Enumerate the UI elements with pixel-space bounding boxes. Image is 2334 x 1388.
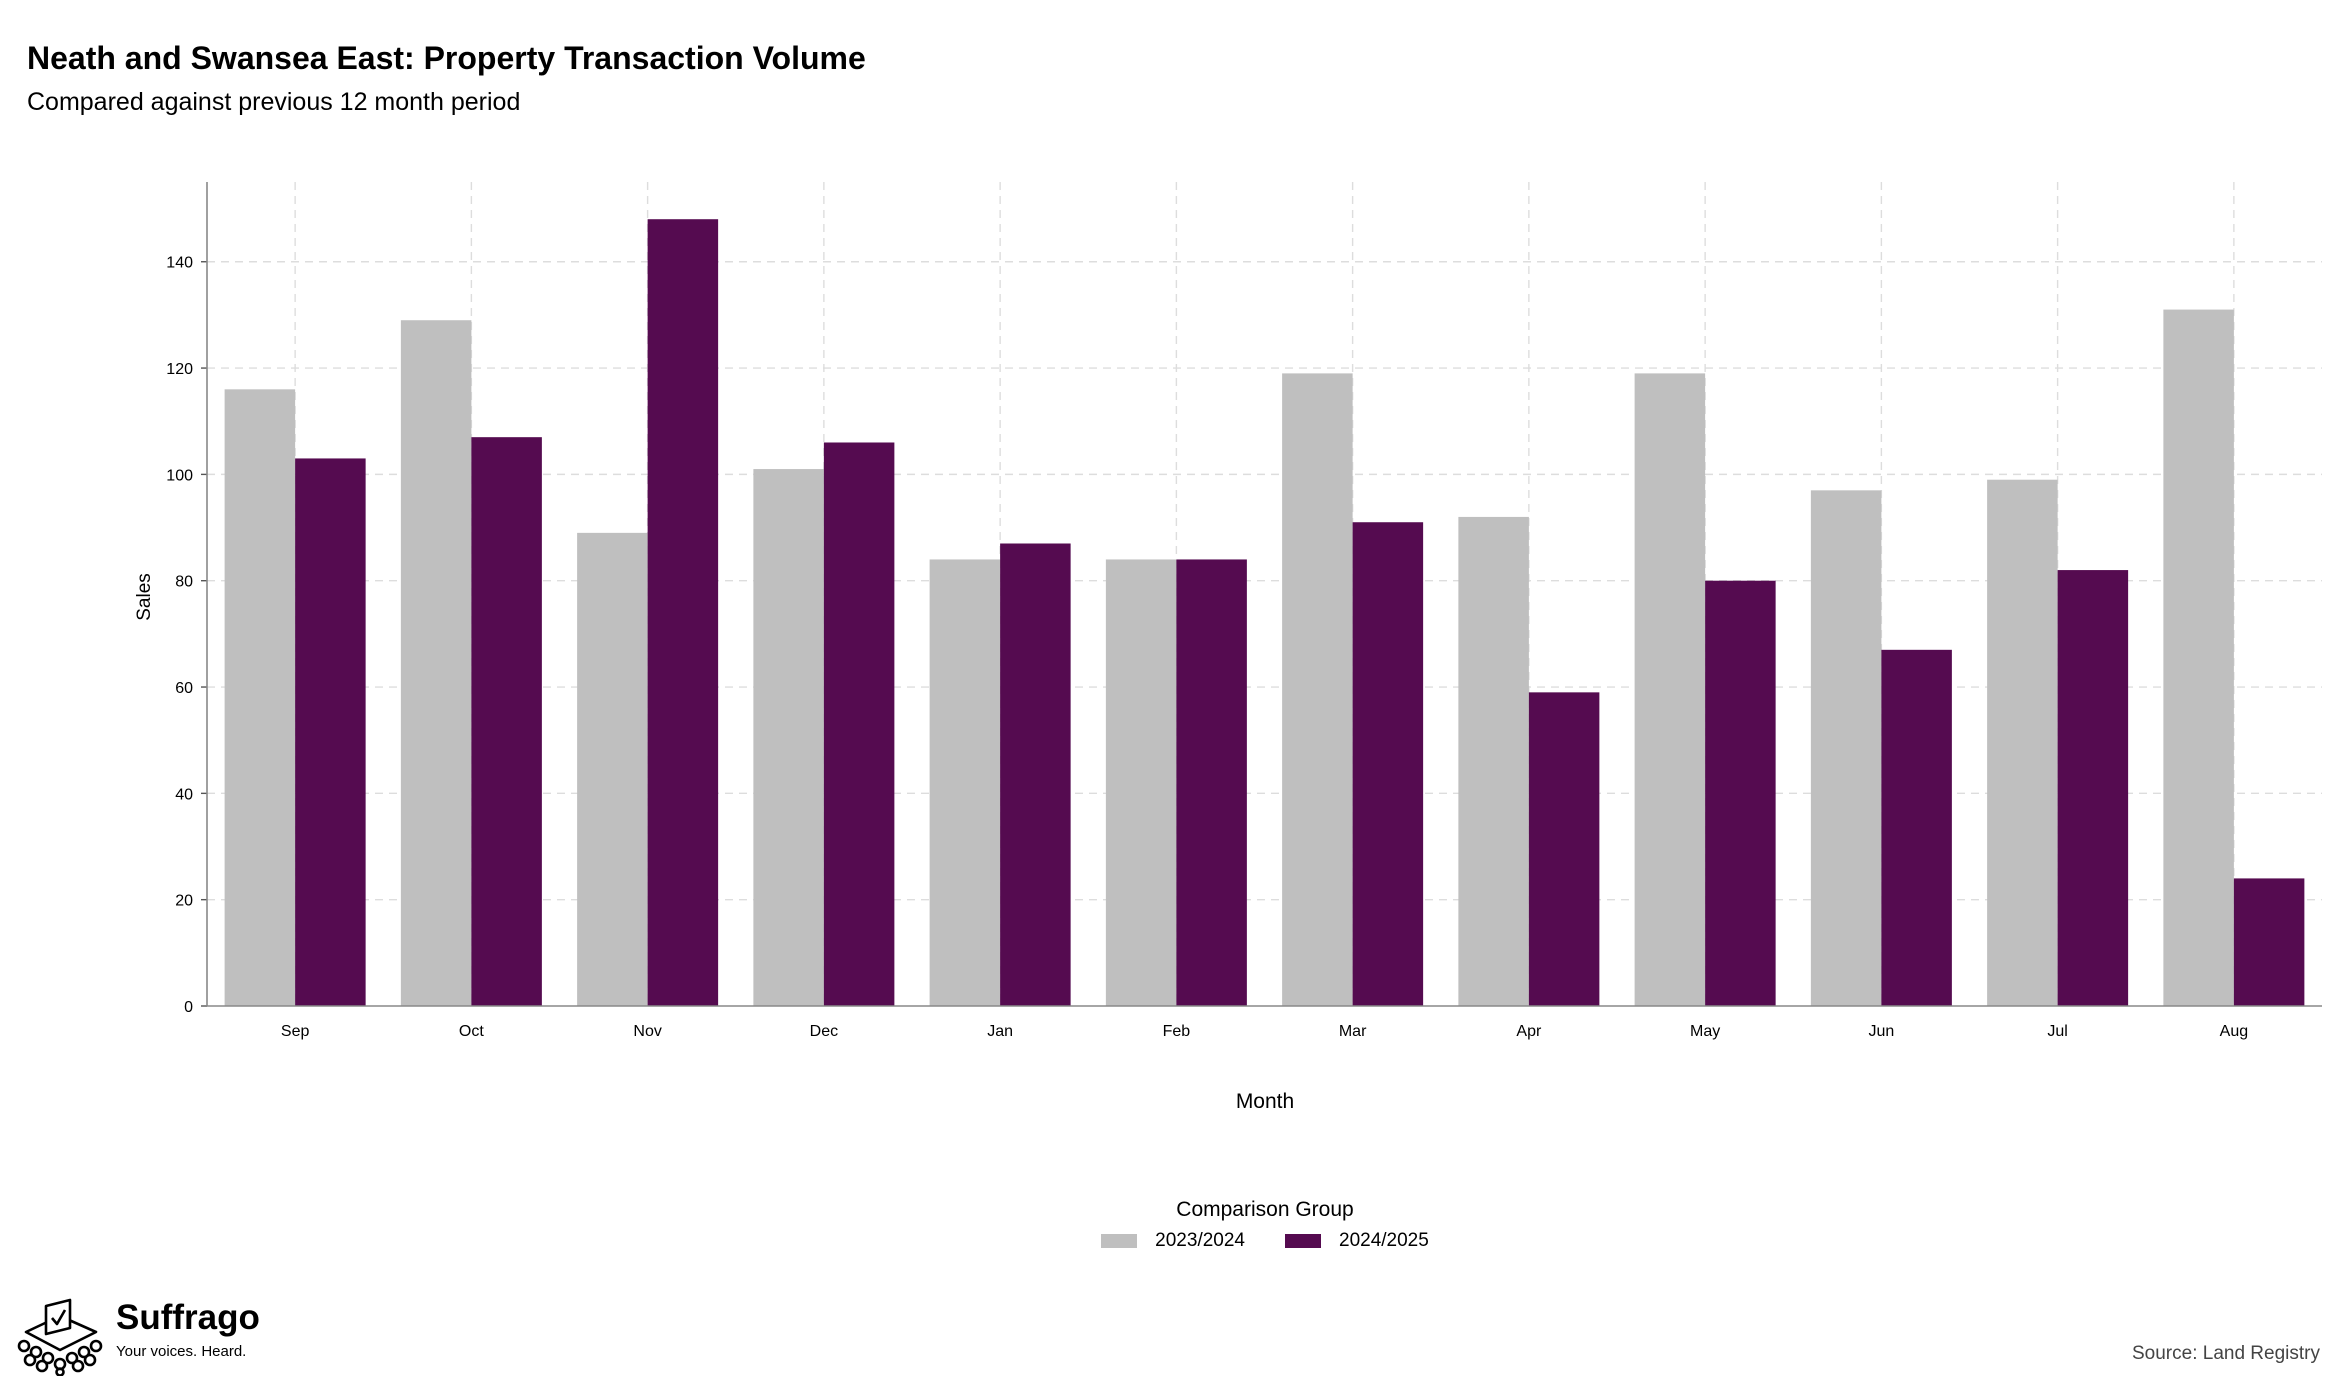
source-note: Source: Land Registry bbox=[2132, 1343, 2320, 1364]
bar-2023-2024-aug bbox=[2163, 309, 2234, 1006]
legend-items: 2023/2024 2024/2025 bbox=[1101, 1230, 1429, 1252]
axes: 0 20 40 60 80 100 120 140 Sep Oct Nov Dec Jan Feb Mar A… bbox=[166, 182, 2322, 1040]
bar-2024-2025-oct bbox=[471, 437, 542, 1006]
legend-item-2023-2024: 2023/2024 bbox=[1101, 1230, 1245, 1252]
y-tick-label: 60 bbox=[175, 680, 193, 697]
bar-2023-2024-nov bbox=[577, 532, 648, 1006]
x-tick-label: Oct bbox=[459, 1023, 484, 1040]
x-tick-label: Feb bbox=[1163, 1023, 1191, 1040]
legend-label: 2024/2025 bbox=[1339, 1230, 1429, 1251]
bar-2023-2024-jul bbox=[1987, 479, 2058, 1006]
legend-title: Comparison Group bbox=[1176, 1198, 1354, 1221]
y-tick-label: 100 bbox=[166, 467, 193, 484]
bar-2023-2024-apr bbox=[1458, 516, 1529, 1006]
x-tick-label: Mar bbox=[1339, 1023, 1367, 1040]
x-axis-label: Month bbox=[1236, 1090, 1294, 1113]
bar-2024-2025-jul bbox=[2057, 570, 2129, 1006]
legend-swatch bbox=[1101, 1234, 1138, 1248]
x-tick-label: May bbox=[1690, 1023, 1720, 1040]
y-tick-label: 80 bbox=[175, 574, 193, 591]
bar-2024-2025-may bbox=[1705, 580, 1776, 1006]
bar-2024-2025-dec bbox=[823, 442, 895, 1006]
x-tick-label: Aug bbox=[2220, 1023, 2248, 1040]
bar-2023-2024-mar bbox=[1282, 373, 1353, 1007]
x-tick-label: Jun bbox=[1868, 1023, 1894, 1040]
legend-swatch bbox=[1285, 1234, 1321, 1248]
bar-2024-2025-aug bbox=[2233, 878, 2305, 1006]
legend-label: 2023/2024 bbox=[1155, 1230, 1245, 1251]
x-tick-label: Jan bbox=[987, 1023, 1013, 1040]
y-tick-label: 0 bbox=[184, 999, 193, 1016]
legend-item-2024-2025: 2024/2025 bbox=[1285, 1230, 1429, 1252]
bar-2023-2024-feb bbox=[1105, 559, 1177, 1006]
y-tick-label: 140 bbox=[166, 255, 193, 272]
bar-2024-2025-sep bbox=[295, 458, 366, 1006]
bar-2023-2024-jun bbox=[1810, 490, 1882, 1007]
bar-2024-2025-nov bbox=[647, 219, 719, 1007]
bar-2023-2024-sep bbox=[224, 389, 296, 1006]
y-tick-label: 120 bbox=[166, 361, 193, 378]
x-tick-label: Nov bbox=[633, 1023, 661, 1040]
bar-2023-2024-oct bbox=[400, 320, 472, 1006]
logo-tagline: Your voices. Heard. bbox=[116, 1343, 247, 1360]
logo-name: Suffrago bbox=[116, 1298, 260, 1337]
x-tick-label: Sep bbox=[281, 1023, 310, 1040]
legend: Comparison Group 2023/2024 2024/2025 bbox=[0, 1198, 2334, 1253]
bars bbox=[224, 219, 2305, 1007]
chart-title: Neath and Swansea East: Property Transac… bbox=[27, 40, 866, 76]
y-tick-label: 40 bbox=[175, 786, 193, 803]
suffrago-logo: Suffrago Your voices. Heard. bbox=[14, 1296, 260, 1376]
bar-2023-2024-may bbox=[1634, 373, 1706, 1007]
bar-2023-2024-jan bbox=[929, 559, 1001, 1006]
y-axis-label: Sales bbox=[134, 573, 155, 621]
chart-subtitle: Compared against previous 12 month perio… bbox=[27, 88, 521, 116]
y-tick-label: 20 bbox=[175, 893, 193, 910]
bar-2024-2025-mar bbox=[1352, 522, 1424, 1006]
bar-2024-2025-feb bbox=[1176, 559, 1247, 1006]
bar-2024-2025-jan bbox=[1000, 543, 1071, 1006]
x-tick-label: Apr bbox=[1516, 1023, 1542, 1040]
x-tick-label: Jul bbox=[2047, 1023, 2067, 1040]
x-tick-label: Dec bbox=[810, 1023, 838, 1040]
bar-2023-2024-dec bbox=[753, 469, 824, 1007]
bar-2024-2025-jun bbox=[1881, 649, 1952, 1006]
ballot-box-icon bbox=[17, 1298, 103, 1376]
bar-2024-2025-apr bbox=[1528, 692, 1600, 1006]
